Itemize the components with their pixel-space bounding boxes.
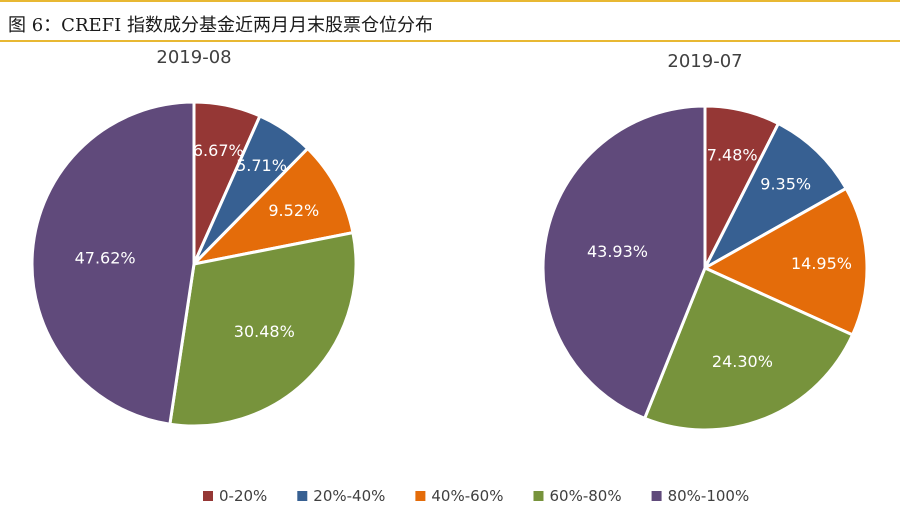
legend-label: 80%-100%: [668, 487, 750, 505]
pie-0: 2019-08 6.67%5.71% 9.52% 30.48% 47.62%: [30, 47, 358, 428]
pie-slice-40%-60%: [701, 186, 869, 337]
legend-label: 40%-60%: [431, 487, 503, 505]
slice-label: 30.48%: [234, 322, 295, 341]
pie-slice-80%-100%: [30, 100, 196, 426]
pie-slice-60%-80%: [168, 230, 358, 428]
slice-label: 6.67%: [193, 141, 244, 160]
figure-title: 图 6：CREFI 指数成分基金近两月月末股票仓位分布: [8, 15, 433, 36]
slice-label: 14.95%: [791, 254, 852, 273]
pie-title: 2019-08: [156, 47, 231, 68]
slice-label: 7.48%: [707, 146, 758, 165]
pie-title: 2019-07: [667, 51, 742, 72]
pie-slice-20%-40%: [701, 121, 849, 272]
slice-label: 47.62%: [75, 248, 136, 267]
legend-swatch: [533, 491, 544, 501]
slice-label: 9.52%: [268, 201, 319, 220]
legend-label: 0-20%: [219, 487, 267, 505]
legend-swatch: [203, 491, 213, 501]
legend-swatch: [415, 491, 426, 501]
slice-label: 24.30%: [712, 352, 773, 371]
pie-slice-40%-60%: [189, 146, 355, 267]
legend: 0-20% 20%-40% 40%-60% 60%-80% 80%-100%: [203, 487, 749, 505]
pie-slice-60%-80%: [642, 265, 855, 432]
legend-swatch: [651, 491, 662, 501]
figure-title-bar: 图 6：CREFI 指数成分基金近两月月末股票仓位分布: [0, 0, 900, 42]
slice-label: 5.71%: [236, 156, 287, 175]
slice-label: 9.35%: [760, 175, 811, 194]
pie-1: 2019-07 7.48%9.35% 14.95% 24.30% 43.93%: [541, 51, 869, 432]
legend-swatch: [297, 491, 308, 501]
legend-label: 60%-80%: [549, 487, 621, 505]
slice-label: 43.93%: [587, 242, 648, 261]
legend-label: 20%-40%: [313, 487, 385, 505]
pie-slice-80%-100%: [541, 104, 707, 421]
